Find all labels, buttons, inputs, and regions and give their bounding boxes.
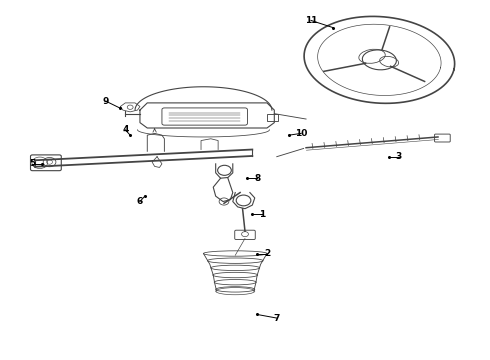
Text: 5: 5 (29, 159, 36, 168)
Text: 4: 4 (122, 125, 128, 134)
Text: 2: 2 (264, 249, 270, 258)
Text: 8: 8 (254, 174, 260, 183)
Text: 11: 11 (305, 16, 317, 25)
Text: 7: 7 (273, 314, 280, 323)
Text: 1: 1 (259, 210, 265, 219)
Text: 6: 6 (137, 197, 143, 206)
Text: 3: 3 (396, 152, 402, 161)
Text: 10: 10 (295, 129, 307, 138)
Text: 9: 9 (102, 96, 109, 105)
